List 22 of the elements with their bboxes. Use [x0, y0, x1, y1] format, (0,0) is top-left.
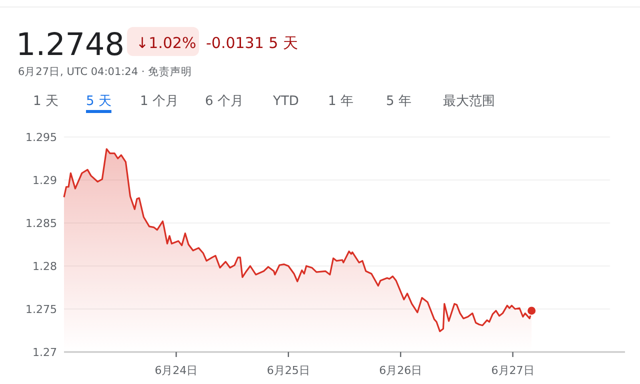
text: 1 天: [33, 94, 58, 109]
text: 6月27日, UTC 04:01:24 · 免责声明: [18, 65, 192, 78]
x-tick-label: 6月26日: [379, 364, 422, 377]
y-tick-label: 1.29: [32, 174, 57, 187]
text: 5 天: [86, 94, 112, 109]
text: 最大范围: [443, 94, 495, 109]
text: 5 年: [386, 94, 412, 109]
y-tick-label: 1.28: [32, 260, 57, 273]
y-tick-label: 1.285: [26, 217, 57, 230]
text: 1 个月: [140, 94, 178, 109]
x-tick-label: 6月27日: [491, 364, 534, 377]
text: 6 个月: [205, 94, 244, 109]
text: 1 年: [328, 94, 354, 109]
text: ↓1.02%: [136, 34, 196, 52]
chart-title: 1.2748: [16, 27, 124, 63]
text: -0.0131 5 天: [206, 34, 298, 52]
x-tick-label: 6月24日: [154, 364, 198, 377]
text: YTD: [272, 94, 299, 109]
y-tick-label: 1.27: [32, 346, 57, 359]
y-tick-label: 1.275: [26, 303, 57, 316]
y-tick-label: 1.295: [26, 131, 57, 144]
x-tick-label: 6月25日: [266, 364, 310, 377]
